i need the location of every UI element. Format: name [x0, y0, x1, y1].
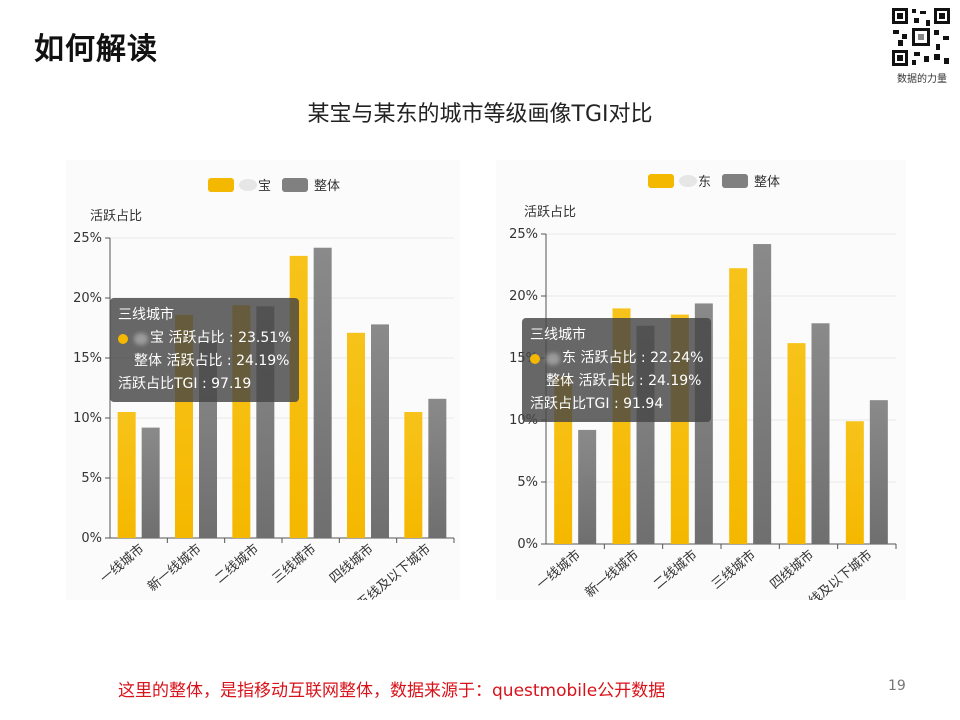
x-tick-label: 二线城市	[650, 547, 700, 593]
chart-legend: 东 整体	[648, 174, 780, 190]
footnote: 这里的整体，是指移动互联网整体，数据来源于：questmobile公开数据	[118, 681, 666, 701]
y-tick-label: 10%	[73, 411, 102, 426]
tooltip-category: 三线城市	[530, 327, 586, 343]
tooltip-tgi: 活跃占比TGI : 91.94	[530, 396, 664, 412]
y-axis-label: 活跃占比	[524, 205, 576, 220]
series-a-dot-icon	[118, 333, 128, 344]
y-tick-label: 0%	[517, 537, 538, 552]
y-tick-label: 20%	[509, 289, 538, 304]
bar-series-a	[787, 343, 806, 544]
bar-series-a	[347, 332, 365, 538]
x-tick-label: 新一线城市	[144, 541, 204, 595]
bar-series-b	[141, 427, 160, 538]
tooltip-value: 活跃占比 : 22.24%	[580, 350, 704, 366]
x-tick-label: 二线城市	[212, 541, 262, 587]
bar-series-a	[729, 268, 748, 544]
y-tick-label: 0%	[81, 531, 102, 546]
legend-swatch-b	[722, 174, 748, 188]
tooltip-category: 三线城市	[118, 307, 174, 323]
legend-label-a: 东	[698, 175, 711, 190]
bar-series-a	[845, 421, 864, 544]
legend-blur	[679, 175, 697, 187]
tooltip-series-name: 东	[562, 350, 576, 366]
legend-swatch-b	[282, 178, 308, 192]
legend-label-b: 整体	[314, 179, 340, 194]
bar-series-b	[371, 324, 389, 538]
legend-blur	[239, 179, 257, 191]
y-tick-label: 5%	[517, 475, 538, 490]
series-a-dot-icon	[530, 353, 540, 364]
y-axis-label: 活跃占比	[90, 209, 142, 224]
y-tick-label: 25%	[73, 231, 102, 246]
bar-series-b	[811, 323, 830, 544]
chart-1-tooltip: 三线城市 宝 活跃占比 : 23.51% 整体 活跃占比 : 24.19% 活跃…	[110, 298, 300, 402]
y-tick-label: 15%	[73, 351, 102, 366]
y-tick-label: 25%	[509, 227, 538, 242]
tooltip-value: 活跃占比 : 24.19%	[166, 353, 290, 369]
chart-legend: 宝 整体	[208, 178, 340, 194]
y-tick-label: 5%	[81, 471, 102, 486]
x-tick-label: 新一线城市	[582, 547, 642, 600]
y-tick-label: 20%	[73, 291, 102, 306]
x-tick-label: 三线城市	[269, 541, 319, 587]
qr-caption: 数据的力量	[897, 74, 947, 85]
x-tick-label: 一线城市	[97, 541, 147, 587]
x-tick-label: 四线城市	[326, 541, 376, 587]
tooltip-series-name: 宝	[150, 330, 164, 346]
tooltip-value: 活跃占比 : 23.51%	[168, 330, 292, 346]
legend-label-b: 整体	[754, 175, 780, 190]
bar-series-a	[117, 412, 136, 538]
x-tick-label: 四线城市	[767, 547, 817, 593]
legend-swatch-a	[648, 174, 674, 188]
tooltip-series-name: 整体	[134, 353, 162, 369]
legend-label-a: 宝	[258, 179, 271, 194]
qr-code-icon	[890, 6, 952, 68]
tooltip-value: 活跃占比 : 24.19%	[578, 373, 702, 389]
x-tick-label: 一线城市	[534, 547, 584, 593]
bar-series-b	[753, 244, 772, 544]
chart-1-svg: 宝整体活跃占比0%5%10%15%20%25%一线城市新一线城市 二线城市 三线城市…	[73, 178, 455, 600]
legend-swatch-a	[208, 178, 234, 192]
main-title: 某宝与某东的城市等级画像TGI对比	[307, 102, 653, 127]
chart-2-tooltip: 三线城市 东 活跃占比 : 22.24% 整体 活跃占比 : 24.19% 活跃…	[522, 318, 712, 422]
bar-series-b	[869, 400, 888, 544]
page-number: 19	[888, 678, 906, 694]
x-tick-label: 三线城市	[709, 547, 759, 593]
tooltip-series-name: 整体	[546, 373, 574, 389]
tooltip-tgi: 活跃占比TGI : 97.19	[118, 376, 252, 392]
bar-series-b	[313, 247, 332, 538]
slide-title: 如何解读	[34, 32, 158, 67]
bar-series-a	[404, 412, 423, 538]
bar-series-b	[428, 398, 447, 538]
bar-series-b	[578, 429, 597, 544]
